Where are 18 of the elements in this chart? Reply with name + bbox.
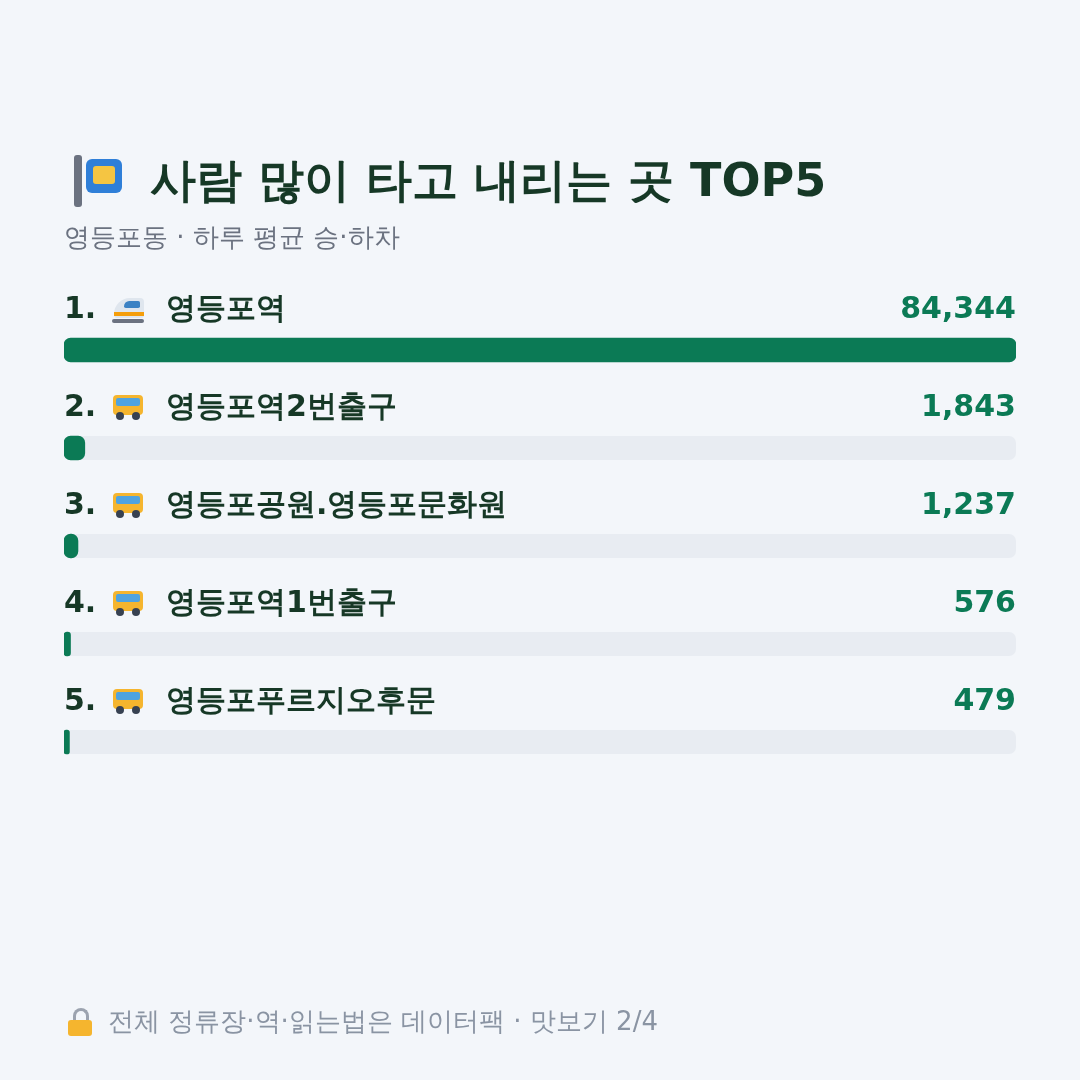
data-label: 1,843 [921,387,1016,423]
y-tick-label: 영등포역1번출구 [166,583,397,619]
text: 전체 정류장·역·읽는법은 데이터팩 · 맛보기 2/4 [108,1005,658,1038]
annotation: 5. [64,681,97,717]
y-tick-label: 영등포역2번출구 [166,387,397,423]
data-label: 1,237 [921,485,1016,521]
annotation: 1. [64,289,97,325]
data-label: 479 [953,681,1016,717]
annotation: 4. [64,583,97,619]
y-tick-label: 영등포공원.영등포문화원 [166,485,508,521]
annotation: 3. [64,485,97,521]
y-tick-label: 영등포역 [166,289,286,325]
chart-subtitle: 영등포동 · 하루 평균 승·하차 [64,221,400,254]
data-label: 84,344 [900,289,1016,325]
annotation: 2. [64,387,97,423]
y-tick-label: 영등포푸르지오후문 [166,681,436,717]
data-label: 576 [953,583,1016,619]
chart-title: 사람 많이 타고 내리는 곳 TOP5 [150,152,827,209]
